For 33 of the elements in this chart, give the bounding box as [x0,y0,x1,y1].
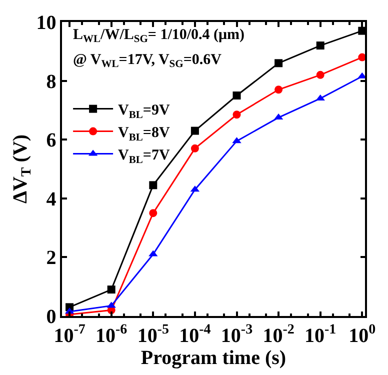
y-tick-label: 10 [36,12,56,34]
y-tick-label: 2 [46,247,56,270]
point [107,286,116,294]
x-tick-label: 10$^{-1}$ [304,322,336,347]
x-tick-label: 10$^{-5}$ [137,322,169,347]
x-tick-label: 10$^{0}$ [348,322,376,347]
x-tick-label: 10$^{-7}$ [54,322,86,347]
point [358,53,365,62]
legend-label: V$_{BL}$=9V [118,102,170,121]
point [149,181,158,190]
x-tick-label: 10$^{-3}$ [220,322,253,347]
point [190,144,199,152]
annotation: L$_{WL}$/W/L$_{SG}$= 1/10/0.4 (μm) [73,27,245,46]
point [232,92,241,100]
y-tick-label: 6 [46,130,56,152]
point [316,42,324,50]
y-tick-label: 0 [46,306,56,328]
y-tick-label: 4 [46,188,56,210]
point [274,86,283,94]
point [358,26,365,35]
point [149,209,158,218]
x-tick-label: 10$^{-6}$ [96,322,128,347]
legend-label: V$_{BL}$=7V [118,148,170,166]
x-tick-label: 10$^{-2}$ [262,322,294,347]
point [274,59,283,68]
point [232,110,241,119]
legend-label: V$_{BL}$=8V [118,125,170,144]
y-tick-label: 8 [46,70,56,93]
annotation: @ V$_{WL}$=17V, V$_{SG}$=0.6V [73,52,222,70]
point [190,126,199,135]
x-axis-title: Program time (s) [140,346,286,369]
x-tick-label: 10$^{-4}$ [179,322,211,347]
point [316,70,324,79]
